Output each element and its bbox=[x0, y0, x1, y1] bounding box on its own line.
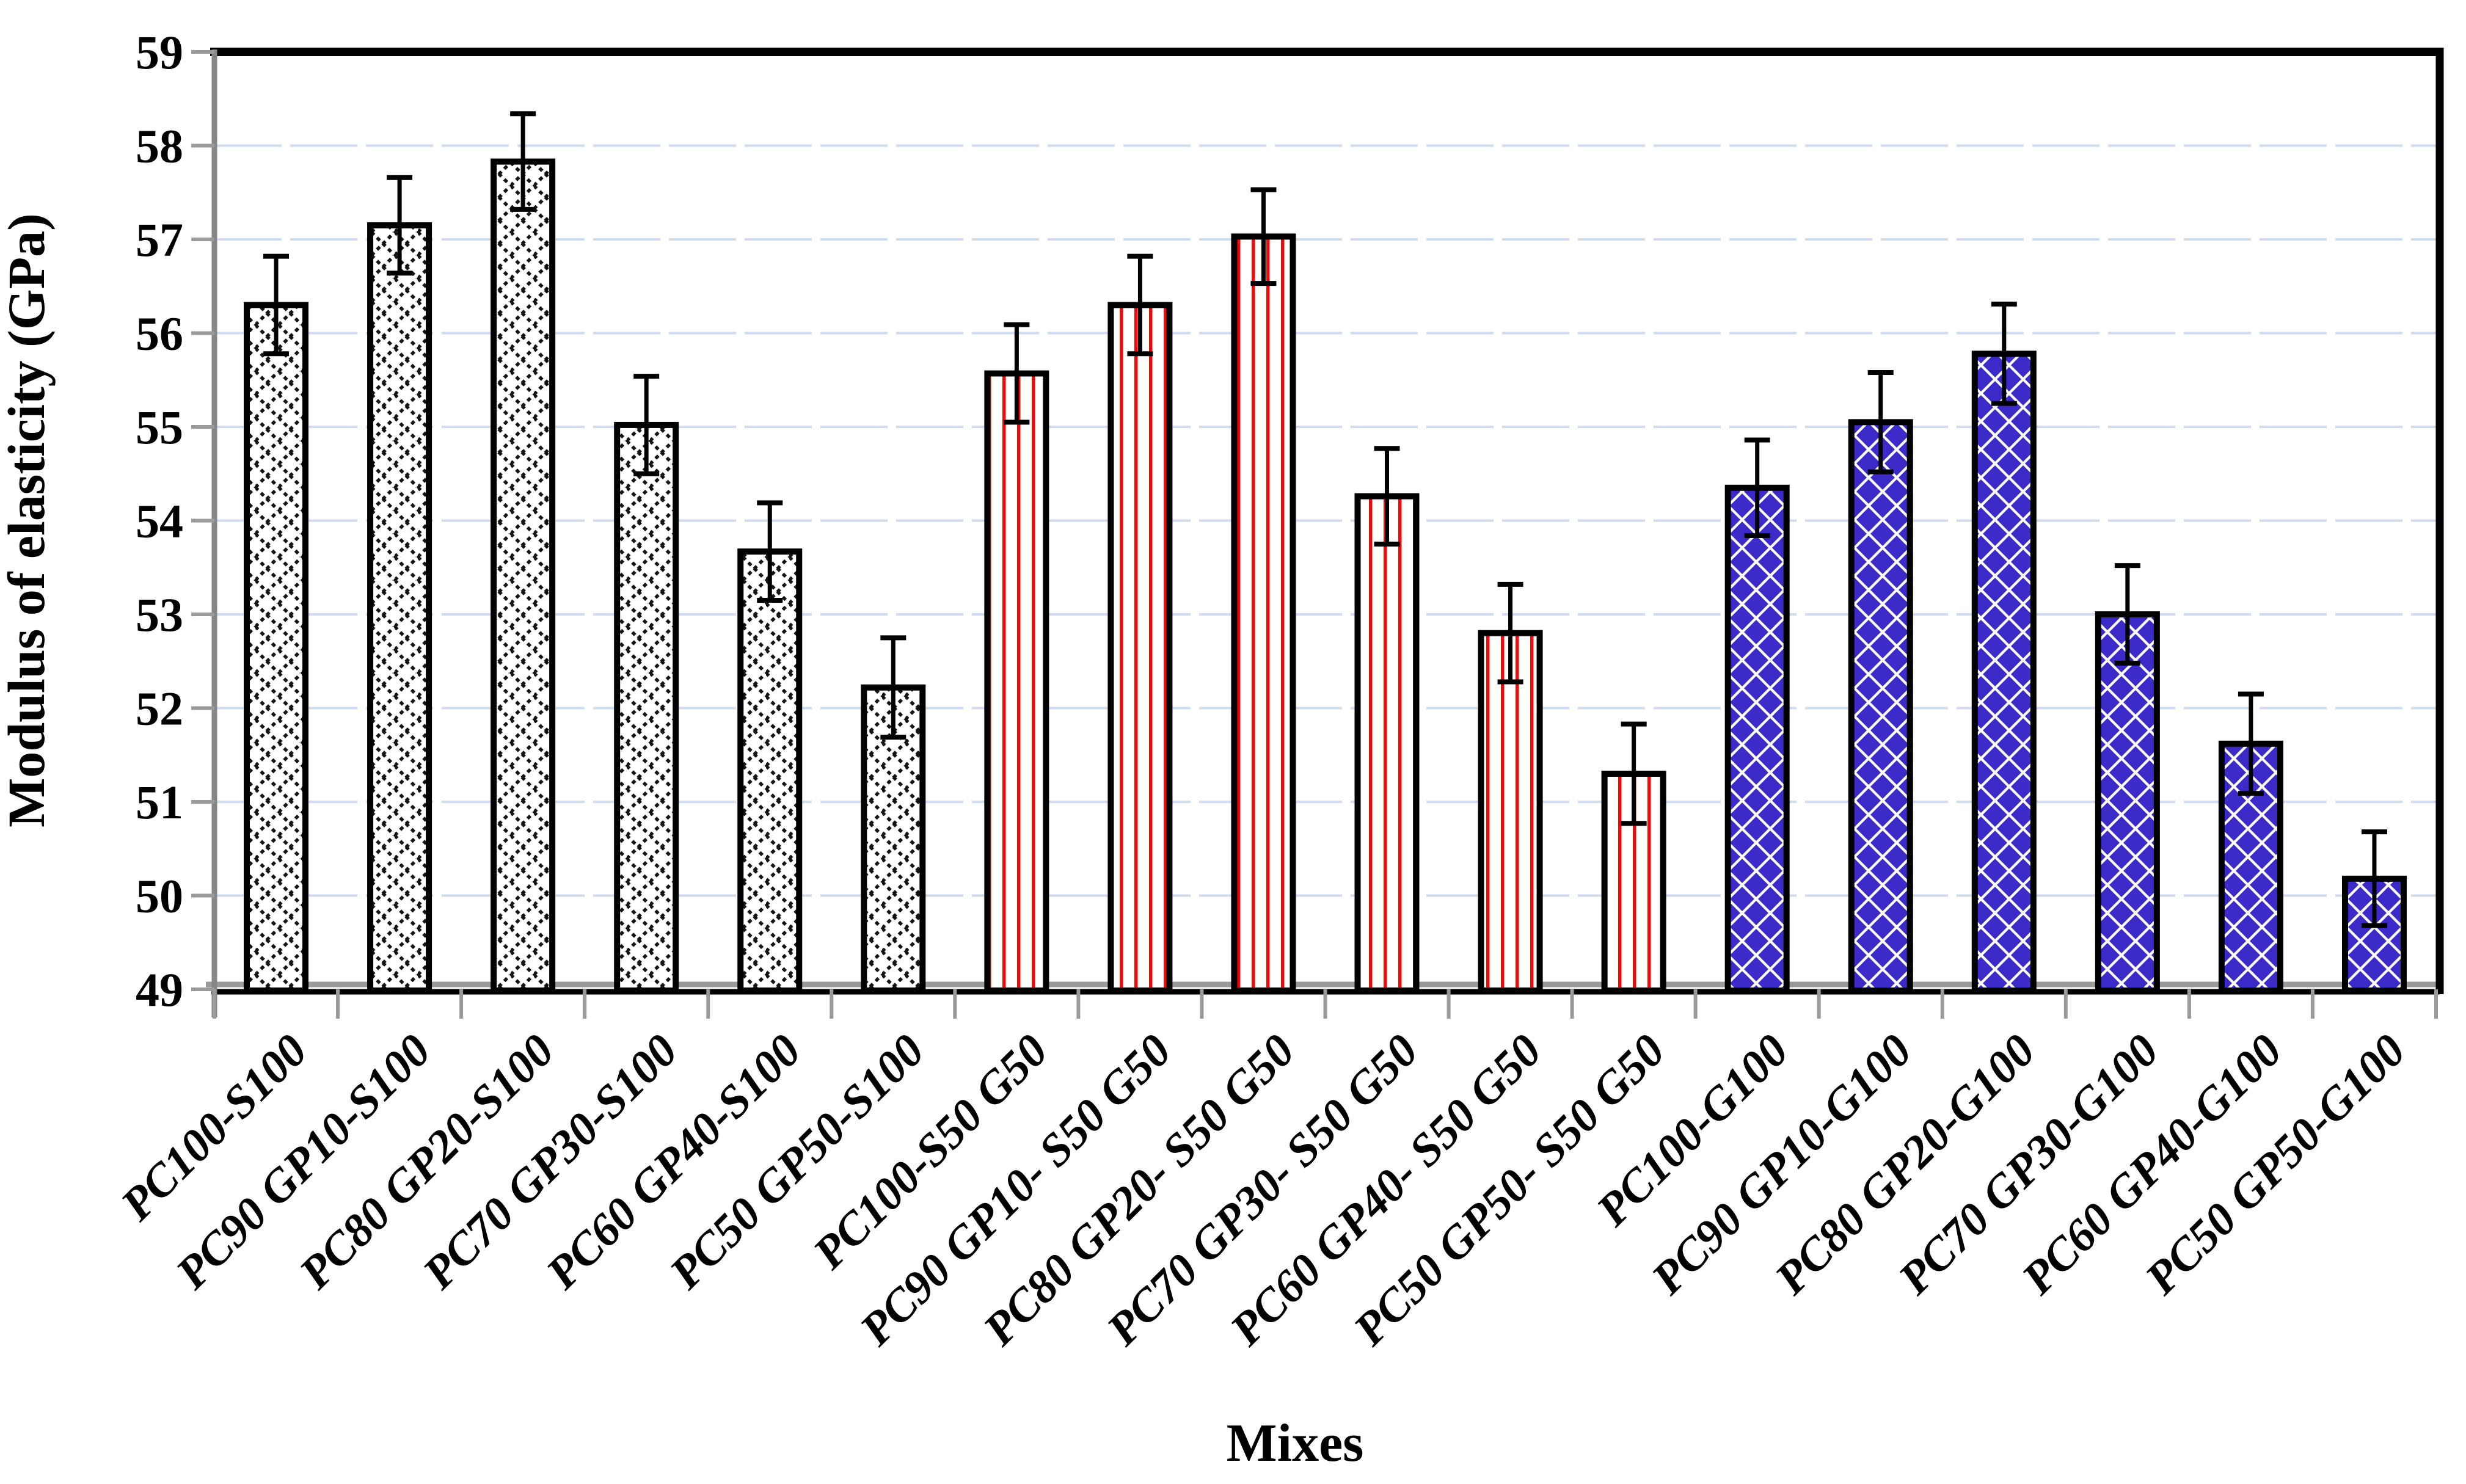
error-bar-PC80 GP20-G100 bbox=[1991, 301, 2017, 406]
x-axis-title: Mixes bbox=[1227, 1414, 1364, 1473]
bar-PC60 GP40- S50 G50 bbox=[1478, 630, 1543, 994]
y-tick-label-51: 51 bbox=[136, 776, 183, 829]
error-bar-PC70 GP30- S50 G50 bbox=[1374, 446, 1400, 547]
error-bar-PC80 GP20-S100 bbox=[510, 111, 536, 212]
y-tick-label-50: 50 bbox=[136, 870, 183, 923]
bar-PC70 GP30-G100 bbox=[2095, 611, 2160, 994]
bar-PC80 GP20- S50 G50 bbox=[1231, 233, 1296, 994]
error-bar-PC50 GP50-G100 bbox=[2361, 829, 2387, 928]
error-bar-PC60 GP40-S100 bbox=[757, 500, 783, 603]
bar-PC90 GP10- S50 G50 bbox=[1107, 302, 1173, 994]
y-tick-label-53: 53 bbox=[136, 588, 183, 641]
y-tick-label-57: 57 bbox=[136, 213, 183, 266]
bar-PC70 GP30- S50 G50 bbox=[1354, 493, 1420, 994]
error-bar-PC100-G100 bbox=[1744, 437, 1770, 539]
y-tick-label-59: 59 bbox=[136, 26, 183, 79]
error-bar-PC90 GP10-G100 bbox=[1867, 369, 1894, 475]
y-tick-label-56: 56 bbox=[136, 307, 183, 360]
error-bar-PC70 GP30-G100 bbox=[2114, 563, 2140, 666]
error-bar-PC60 GP40-G100 bbox=[2238, 691, 2264, 796]
bar-PC90 GP10-G100 bbox=[1848, 419, 1913, 994]
y-axis-title: Modulus of elasticity (GPa) bbox=[0, 213, 56, 827]
error-bar-PC80 GP20- S50 G50 bbox=[1250, 187, 1277, 286]
error-bar-PC100-S100 bbox=[263, 253, 290, 357]
y-tick-label-49: 49 bbox=[136, 963, 183, 1016]
bar-PC80 GP20-S100 bbox=[491, 158, 556, 994]
error-bar-PC100-S50 G50 bbox=[1004, 322, 1030, 425]
error-bar-PC50 GP50- S50 G50 bbox=[1621, 721, 1647, 826]
y-tick-label-54: 54 bbox=[136, 495, 183, 548]
bar-PC100-G100 bbox=[1724, 484, 1790, 994]
y-tick-label-55: 55 bbox=[136, 401, 183, 454]
error-bar-PC70 GP30-S100 bbox=[633, 374, 660, 476]
error-bar-PC90 GP10- S50 G50 bbox=[1127, 253, 1153, 357]
bar-PC60 GP40-S100 bbox=[737, 548, 803, 994]
y-tick-label-58: 58 bbox=[136, 120, 183, 173]
error-bar-PC60 GP40- S50 G50 bbox=[1497, 581, 1523, 685]
y-tick-label-52: 52 bbox=[136, 682, 183, 735]
bar-PC100-S50 G50 bbox=[984, 370, 1049, 994]
error-bar-PC50 GP50-S100 bbox=[880, 635, 907, 740]
bar-PC90 GP10-S100 bbox=[367, 222, 432, 994]
error-bar-PC90 GP10-S100 bbox=[387, 175, 413, 276]
bar-PC100-S100 bbox=[244, 302, 309, 994]
bar-PC80 GP20-G100 bbox=[1971, 351, 2037, 994]
bar-PC70 GP30-S100 bbox=[614, 421, 679, 994]
